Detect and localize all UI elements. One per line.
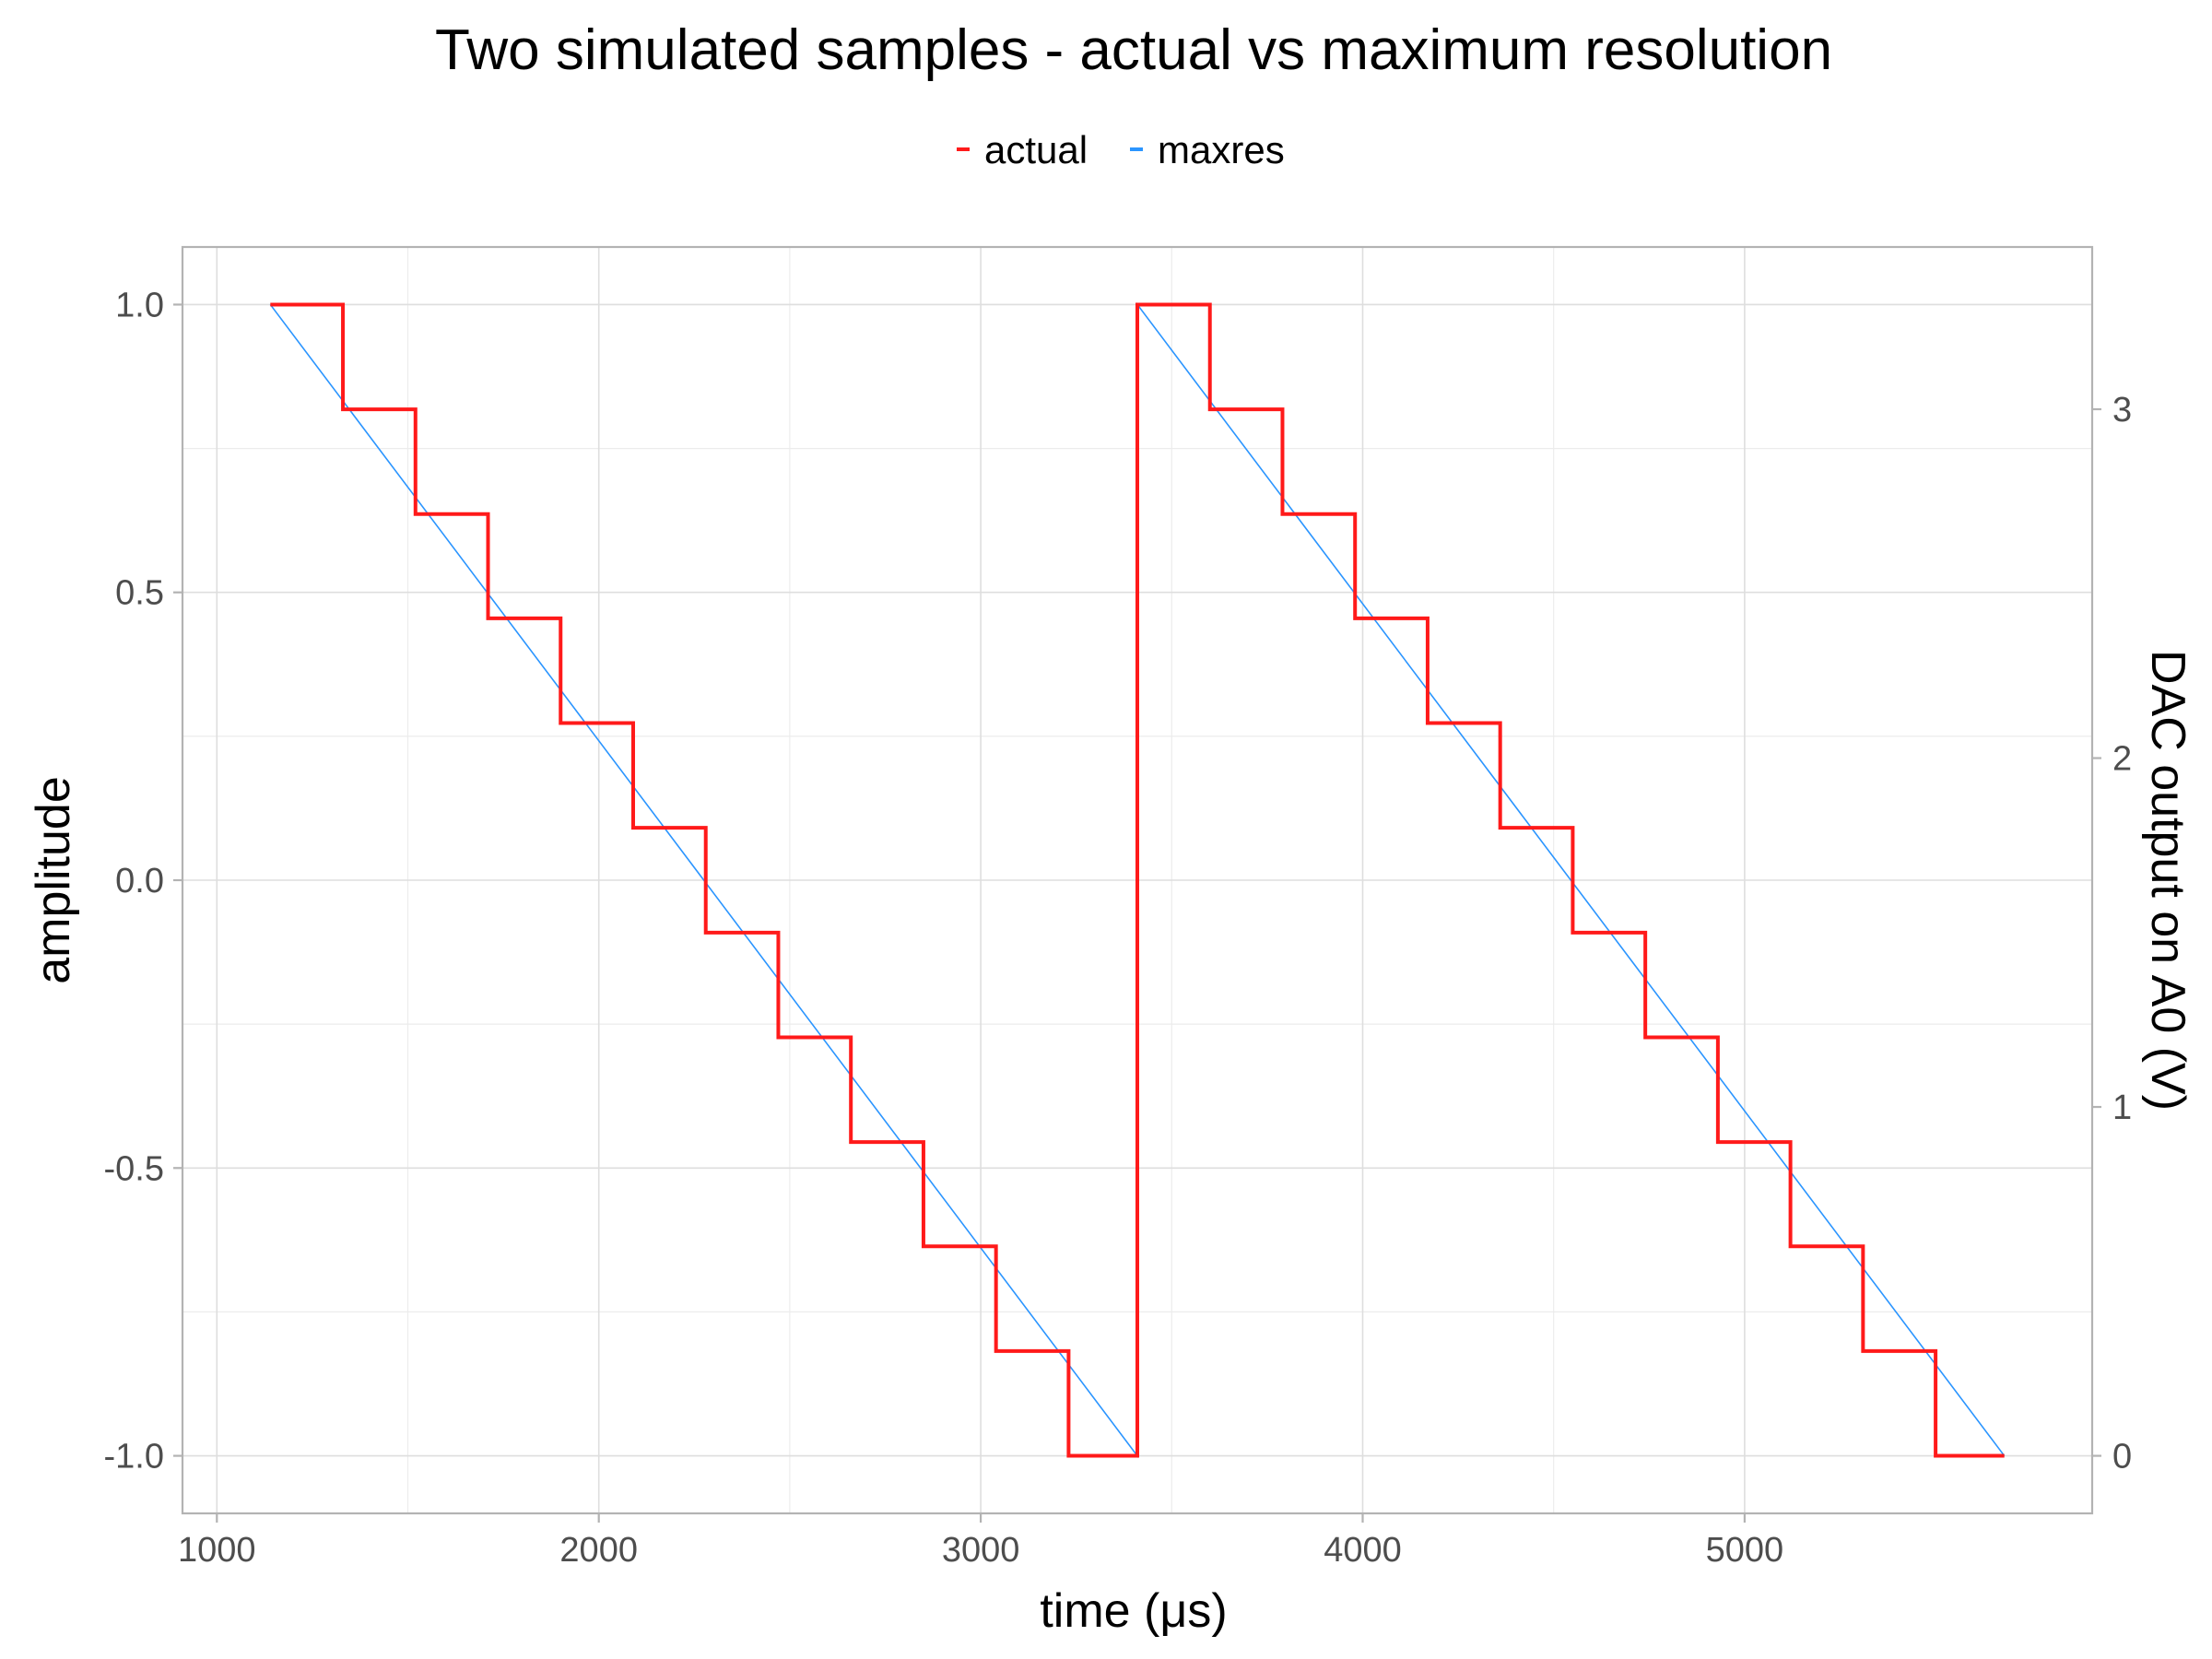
y-right-tick-label: 1: [2112, 1088, 2132, 1127]
x-axis-title: time (μs): [1040, 1584, 1227, 1638]
legend-label-actual: actual: [984, 128, 1088, 171]
y-right-tick-label: 0: [2112, 1438, 2132, 1477]
y-right-axis-title: DAC output on A0 (V): [2141, 650, 2194, 1111]
y-tick-label: 1.0: [115, 286, 164, 324]
y-tick-label: 0.5: [115, 574, 164, 613]
legend: actual maxres: [957, 128, 1285, 171]
y-tick-label: -1.0: [104, 1438, 164, 1477]
x-tick-label: 4000: [1324, 1531, 1402, 1570]
legend-label-maxres: maxres: [1158, 128, 1285, 171]
y-tick-label: 0.0: [115, 862, 164, 900]
axes: 1000 2000 3000 4000 5000 -1.0 -0.5 0.0 0.5 1.0 0 1 2…: [104, 286, 2133, 1570]
series-line-actual: [270, 302, 2005, 1458]
y-right-tick-label: 3: [2112, 391, 2132, 429]
y-right-tick-label: 2: [2112, 740, 2132, 779]
y-tick-label: -0.5: [104, 1149, 164, 1188]
x-tick-label: 3000: [942, 1531, 1020, 1570]
x-tick-label: 1000: [178, 1531, 256, 1570]
x-tick-label: 5000: [1706, 1531, 1784, 1570]
x-tick-label: 2000: [559, 1531, 638, 1570]
y-axis-title: amplitude: [27, 776, 80, 983]
series: [269, 302, 2006, 1458]
chart-title: Two simulated samples - actual vs maximu…: [435, 18, 1832, 82]
